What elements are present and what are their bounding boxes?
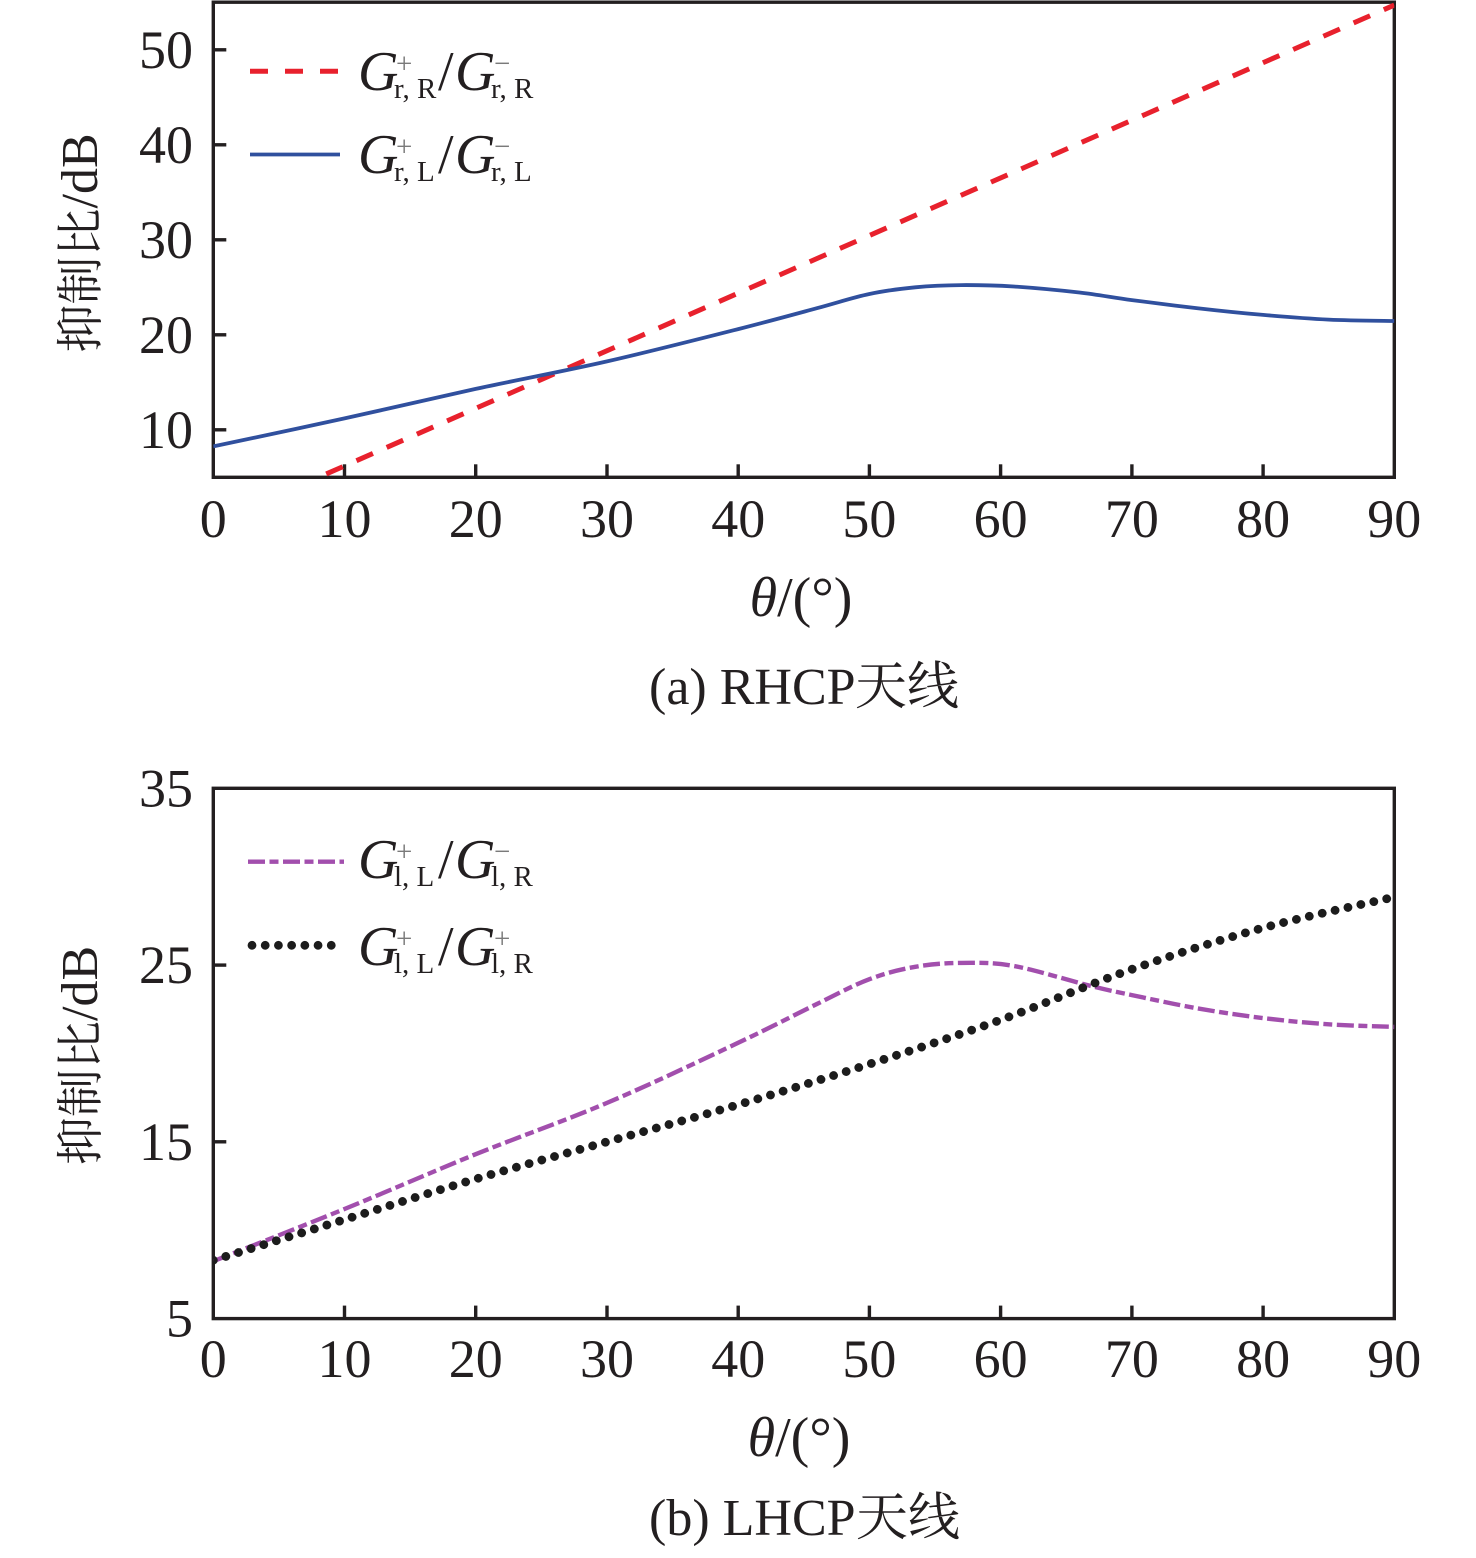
- svg-text:(b) LHCP: (b) LHCP: [649, 1490, 856, 1547]
- svg-text:−: −: [494, 48, 510, 80]
- svg-text:+: +: [396, 923, 412, 955]
- svg-text:+: +: [396, 836, 412, 868]
- svg-text:50: 50: [842, 489, 896, 549]
- svg-text:40: 40: [711, 1329, 765, 1389]
- svg-text:G: G: [455, 41, 495, 103]
- svg-text:25: 25: [139, 935, 193, 995]
- svg-text:80: 80: [1236, 489, 1290, 549]
- svg-text:35: 35: [139, 758, 193, 818]
- svg-text:20: 20: [449, 1329, 503, 1389]
- svg-text:0: 0: [200, 489, 227, 549]
- svg-text:G: G: [455, 124, 495, 186]
- svg-text:/: /: [438, 41, 454, 103]
- svg-text:G: G: [455, 829, 495, 891]
- svg-text:80: 80: [1236, 1329, 1290, 1389]
- svg-text:10: 10: [318, 1329, 372, 1389]
- svg-text:G: G: [358, 41, 398, 103]
- svg-text:30: 30: [580, 1329, 634, 1389]
- svg-text:θ/(°): θ/(°): [750, 567, 853, 629]
- svg-text:50: 50: [842, 1329, 896, 1389]
- svg-text:−: −: [494, 836, 510, 868]
- svg-text:G: G: [358, 829, 398, 891]
- svg-text:G: G: [358, 124, 398, 186]
- svg-text:/: /: [438, 829, 454, 891]
- svg-text:40: 40: [139, 115, 193, 175]
- svg-text:/dB: /dB: [52, 133, 109, 208]
- svg-text:/: /: [438, 124, 454, 186]
- svg-text:r, R: r, R: [491, 73, 534, 105]
- svg-text:G: G: [455, 916, 495, 978]
- svg-text:/: /: [438, 916, 454, 978]
- svg-text:70: 70: [1105, 1329, 1159, 1389]
- svg-text:20: 20: [139, 305, 193, 365]
- svg-text:40: 40: [711, 489, 765, 549]
- svg-text:5: 5: [166, 1289, 193, 1349]
- svg-text:30: 30: [580, 489, 634, 549]
- svg-text:90: 90: [1367, 489, 1421, 549]
- svg-text:r, L: r, L: [394, 156, 435, 188]
- svg-text:+: +: [396, 48, 412, 80]
- svg-text:θ/(°): θ/(°): [748, 1407, 851, 1469]
- svg-text:20: 20: [449, 489, 503, 549]
- svg-text:/dB: /dB: [52, 946, 109, 1021]
- svg-text:−: −: [494, 131, 510, 163]
- svg-text:50: 50: [139, 20, 193, 80]
- svg-text:60: 60: [974, 1329, 1028, 1389]
- svg-text:r, R: r, R: [394, 73, 437, 105]
- svg-text:l, R: l, R: [491, 861, 534, 893]
- svg-text:G: G: [358, 916, 398, 978]
- svg-text:15: 15: [139, 1112, 193, 1172]
- svg-text:30: 30: [139, 210, 193, 270]
- svg-text:0: 0: [200, 1329, 227, 1389]
- svg-text:l, L: l, L: [394, 861, 434, 893]
- svg-text:10: 10: [139, 400, 193, 460]
- svg-text:l, R: l, R: [491, 948, 534, 980]
- svg-text:90: 90: [1367, 1329, 1421, 1389]
- svg-text:(a) RHCP: (a) RHCP: [649, 659, 856, 716]
- svg-text:r, L: r, L: [491, 156, 532, 188]
- svg-text:+: +: [396, 131, 412, 163]
- svg-text:60: 60: [974, 489, 1028, 549]
- svg-text:l, L: l, L: [394, 948, 434, 980]
- svg-text:+: +: [494, 923, 510, 955]
- svg-text:10: 10: [318, 489, 372, 549]
- svg-text:70: 70: [1105, 489, 1159, 549]
